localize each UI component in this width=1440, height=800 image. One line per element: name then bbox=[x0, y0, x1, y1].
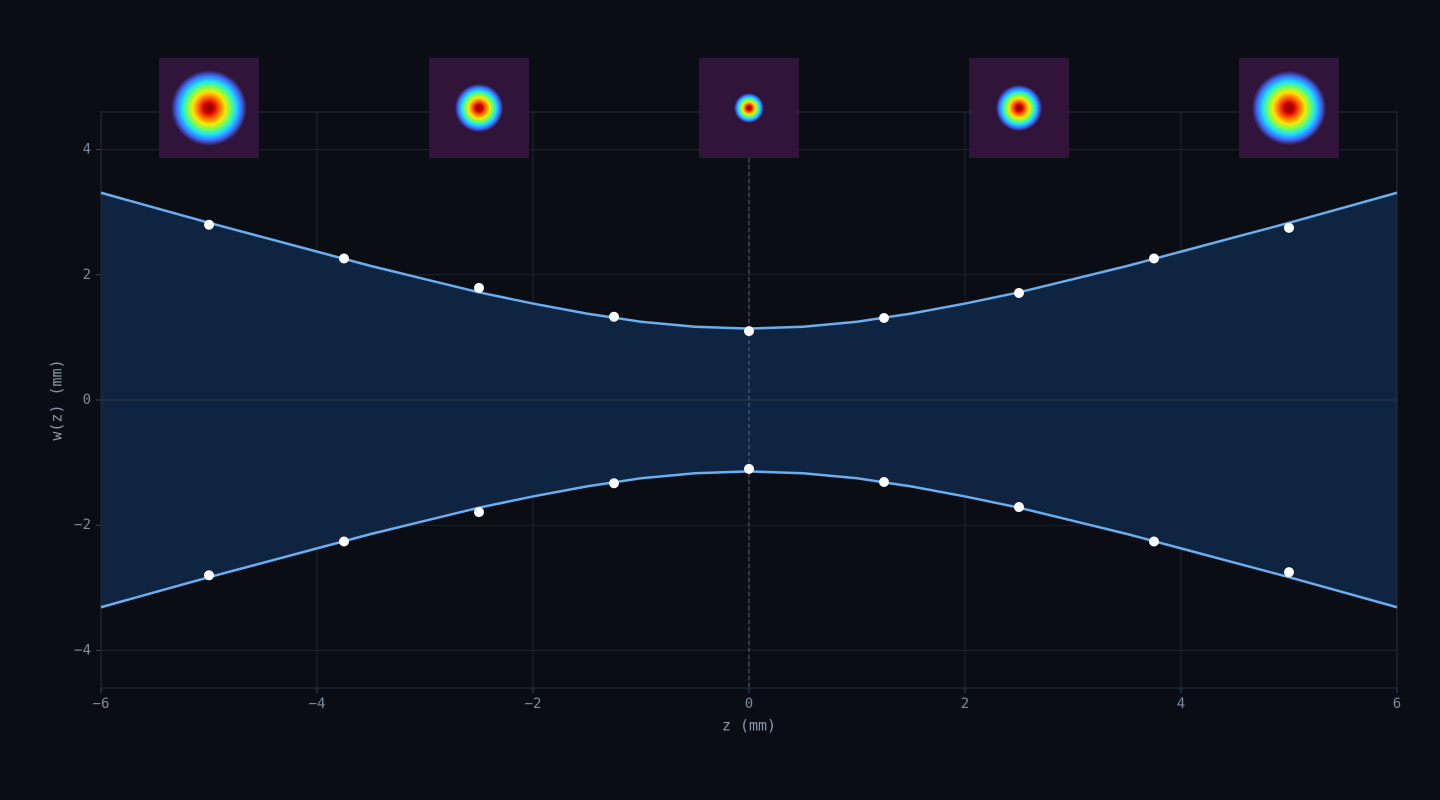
beam-profile bbox=[699, 58, 799, 158]
y-tick-label: 4 bbox=[83, 142, 91, 158]
beam-profile bbox=[159, 58, 259, 158]
measured-point bbox=[204, 570, 214, 581]
x-tick-label: −6 bbox=[93, 696, 110, 712]
measured-point bbox=[339, 536, 349, 547]
x-axis-label: z (mm) bbox=[722, 717, 776, 735]
measured-point bbox=[1014, 502, 1024, 513]
measured-point bbox=[1149, 253, 1159, 264]
beam-profile bbox=[969, 58, 1069, 158]
measured-point bbox=[879, 477, 889, 488]
x-tick-label: 4 bbox=[1177, 696, 1185, 712]
x-tick-label: −4 bbox=[309, 696, 326, 712]
measured-point bbox=[339, 253, 349, 264]
measured-point bbox=[1284, 567, 1294, 578]
beam-profile bbox=[429, 58, 529, 158]
y-axis-label: w(z) (mm) bbox=[48, 359, 66, 440]
measured-point bbox=[1284, 222, 1294, 233]
y-tick-label: −2 bbox=[74, 517, 91, 533]
y-tick-label: −4 bbox=[74, 642, 91, 658]
measured-point bbox=[474, 507, 484, 518]
measured-point bbox=[879, 312, 889, 323]
measured-point bbox=[474, 282, 484, 293]
x-tick-label: 2 bbox=[961, 696, 969, 712]
x-tick-label: 0 bbox=[745, 696, 753, 712]
beam-profile bbox=[1239, 58, 1339, 158]
x-tick-label: −2 bbox=[525, 696, 542, 712]
measured-point bbox=[744, 463, 754, 474]
x-tick-label: 6 bbox=[1393, 696, 1401, 712]
measured-point bbox=[1014, 287, 1024, 298]
measured-point bbox=[1149, 536, 1159, 547]
measured-point bbox=[609, 311, 619, 322]
measured-point bbox=[609, 478, 619, 489]
y-tick-label: 0 bbox=[83, 392, 91, 408]
measured-point bbox=[204, 219, 214, 230]
measured-point bbox=[744, 326, 754, 337]
y-tick-label: 2 bbox=[83, 267, 91, 283]
